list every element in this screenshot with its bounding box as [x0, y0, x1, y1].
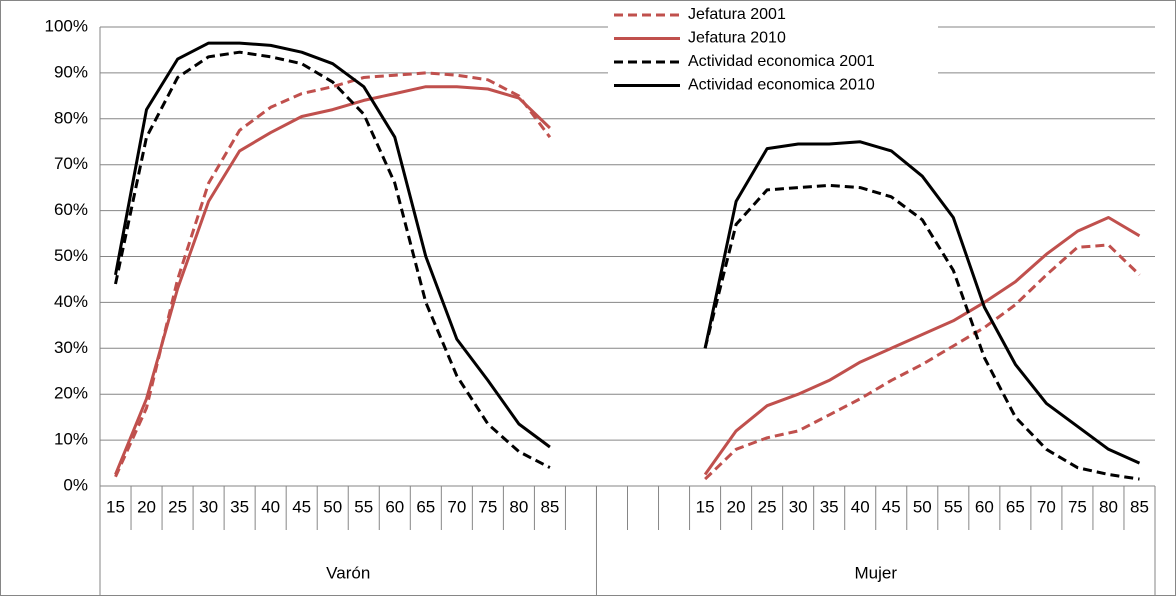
legend-box: [608, 3, 938, 99]
x-tick-label: 40: [851, 497, 870, 516]
y-tick-label: 40%: [54, 292, 88, 311]
y-tick-label: 0%: [63, 475, 88, 494]
group-label: Mujer: [854, 563, 897, 582]
y-tick-label: 70%: [54, 154, 88, 173]
x-tick-label: 50: [323, 497, 342, 516]
x-tick-label: 70: [447, 497, 466, 516]
x-tick-label: 15: [696, 497, 715, 516]
y-tick-label: 20%: [54, 384, 88, 403]
x-tick-label: 45: [292, 497, 311, 516]
series-line: [114, 41, 1141, 465]
legend-label: Actividad economica 2001: [688, 53, 875, 70]
legend-label: Jefatura 2010: [688, 30, 786, 47]
x-tick-label: 60: [385, 497, 404, 516]
x-tick-label: 50: [913, 497, 932, 516]
x-tick-label: 85: [540, 497, 559, 516]
x-tick-label: 60: [975, 497, 994, 516]
x-tick-label: 70: [1037, 497, 1056, 516]
y-tick-label: 30%: [54, 338, 88, 357]
y-tick-label: 60%: [54, 200, 88, 219]
y-tick-label: 100%: [45, 16, 88, 35]
x-tick-label: 30: [199, 497, 218, 516]
x-tick-label: 25: [168, 497, 187, 516]
x-tick-label: 15: [106, 497, 125, 516]
y-tick-label: 10%: [54, 430, 88, 449]
series-line: [114, 71, 1141, 481]
x-tick-label: 55: [944, 497, 963, 516]
series-line: [114, 85, 1141, 476]
x-tick-label: 40: [261, 497, 280, 516]
x-tick-label: 20: [727, 497, 746, 516]
x-tick-label: 80: [1099, 497, 1118, 516]
x-tick-label: 35: [820, 497, 839, 516]
x-tick-label: 65: [1006, 497, 1025, 516]
x-tick-label: 55: [354, 497, 373, 516]
x-tick-label: 35: [230, 497, 249, 516]
x-tick-label: 75: [1068, 497, 1087, 516]
x-tick-label: 85: [1130, 497, 1149, 516]
x-tick-label: 45: [882, 497, 901, 516]
x-tick-label: 80: [509, 497, 528, 516]
x-tick-label: 20: [137, 497, 156, 516]
y-tick-label: 50%: [54, 246, 88, 265]
x-tick-label: 30: [789, 497, 808, 516]
legend-label: Jefatura 2001: [688, 6, 786, 23]
x-tick-label: 25: [758, 497, 777, 516]
x-tick-label: 75: [478, 497, 497, 516]
y-tick-label: 90%: [54, 62, 88, 81]
legend-label: Actividad economica 2010: [688, 77, 875, 94]
x-tick-label: 65: [416, 497, 435, 516]
series-line: [114, 50, 1140, 481]
y-tick-label: 80%: [54, 108, 88, 127]
group-label: Varón: [326, 563, 370, 582]
